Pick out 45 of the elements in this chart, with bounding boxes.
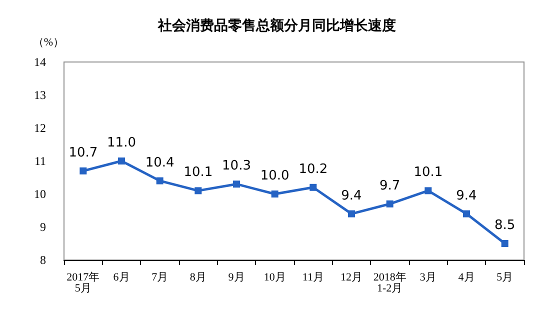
x-tick-label: 5月 — [496, 272, 514, 284]
point — [118, 158, 125, 164]
data-label: 9.4 — [341, 188, 362, 204]
x-tick-label: 10月 — [264, 272, 286, 284]
y-tick-label: 9 — [40, 220, 46, 234]
x-tick-label: 7月 — [152, 272, 168, 284]
x-tick-label: 6月 — [113, 272, 130, 284]
data-label: 10.1 — [184, 165, 213, 180]
y-tick-label: 14 — [34, 55, 46, 69]
data-label: 10.4 — [145, 155, 174, 170]
y-tick-label: 11 — [34, 154, 46, 168]
y-axis-title: （%） — [32, 36, 64, 48]
x-tick-label: 4月 — [458, 272, 475, 284]
data-label: 10.3 — [222, 158, 251, 174]
y-tick-label: 12 — [34, 121, 46, 135]
point — [156, 177, 164, 184]
x-tick-label: 2017年 5月 — [66, 272, 100, 294]
point — [463, 210, 470, 218]
data-label: 11.0 — [107, 136, 136, 150]
point — [271, 190, 278, 198]
y-tick-label: 13 — [34, 88, 46, 102]
data-label: 10.1 — [414, 165, 443, 180]
point — [424, 187, 432, 194]
x-tick-label: 8月 — [190, 272, 206, 284]
chart-title: 社会消费品零售总额分月同比增长速度 — [157, 17, 396, 34]
y-tick-label: 10 — [34, 187, 46, 201]
point — [80, 167, 87, 174]
data-label: 10.7 — [68, 145, 98, 160]
data-label: 8.5 — [494, 218, 516, 233]
x-tick-label: 3月 — [420, 272, 436, 284]
x-tick-label: 12月 — [340, 272, 362, 284]
data-label: 10.0 — [260, 168, 290, 184]
x-tick-label: 2018年 1-2月 — [373, 272, 406, 294]
point — [194, 187, 202, 194]
x-tick-label: 11月 — [302, 272, 324, 284]
data-label: 10.2 — [298, 162, 328, 177]
y-tick-label: 8 — [40, 253, 46, 267]
x-tick-label: 9月 — [228, 272, 245, 284]
point — [386, 200, 394, 208]
point — [501, 240, 508, 247]
data-label: 9.7 — [379, 178, 400, 194]
point — [233, 180, 240, 188]
data-label: 9.4 — [456, 188, 477, 204]
point — [348, 210, 355, 218]
point — [310, 184, 317, 191]
